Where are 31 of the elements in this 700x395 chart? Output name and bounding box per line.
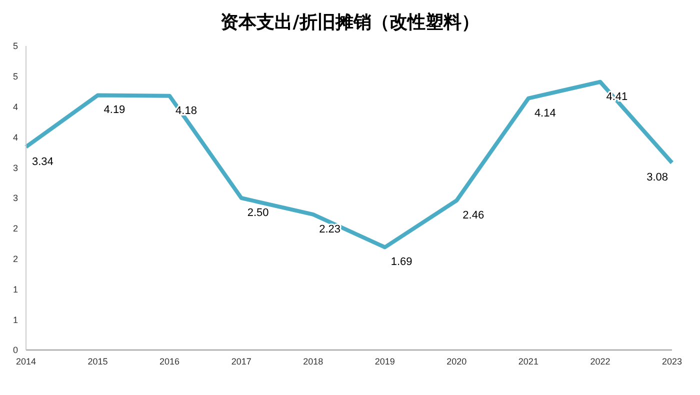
line-series xyxy=(24,80,674,250)
x-tick-label: 2023 xyxy=(662,356,682,366)
data-label: 2.46 xyxy=(462,209,484,222)
y-tick-label: 1 xyxy=(12,284,18,294)
x-tick-label: 2016 xyxy=(160,356,180,366)
y-tick-label: 1 xyxy=(12,314,18,325)
data-label: 4.14 xyxy=(534,107,556,120)
data-label: 4.19 xyxy=(104,104,126,116)
x-tick-label: 2019 xyxy=(374,356,395,366)
x-tick-label: 2022 xyxy=(590,356,610,366)
y-tick-label: 3 xyxy=(12,162,18,173)
y-tick-label: 3 xyxy=(12,193,18,204)
y-tick-label: 0 xyxy=(12,345,18,356)
data-label: 3.34 xyxy=(32,156,54,168)
chart-title: 资本支出/折旧摊销（改性塑料） xyxy=(220,11,480,35)
y-tick-label: 5 xyxy=(12,72,18,82)
y-tick-label: 2 xyxy=(12,254,18,264)
data-label: 3.08 xyxy=(646,172,668,184)
data-label: 2.50 xyxy=(247,207,269,219)
data-label: 1.69 xyxy=(390,256,412,268)
x-tick-label: 2014 xyxy=(16,356,36,366)
x-tick-label: 2015 xyxy=(88,356,108,366)
y-tick-label: 5 xyxy=(12,41,18,52)
y-tick-label: 4 xyxy=(12,102,18,112)
y-tick-label: 2 xyxy=(12,224,18,234)
x-tick-label: 2017 xyxy=(231,356,252,366)
data-label: 2.23 xyxy=(319,223,341,236)
x-tick-label: 2021 xyxy=(518,356,538,366)
y-tick-label: 4 xyxy=(12,132,18,142)
x-tick-label: 2018 xyxy=(303,356,324,366)
x-tick-label: 2020 xyxy=(446,356,467,366)
